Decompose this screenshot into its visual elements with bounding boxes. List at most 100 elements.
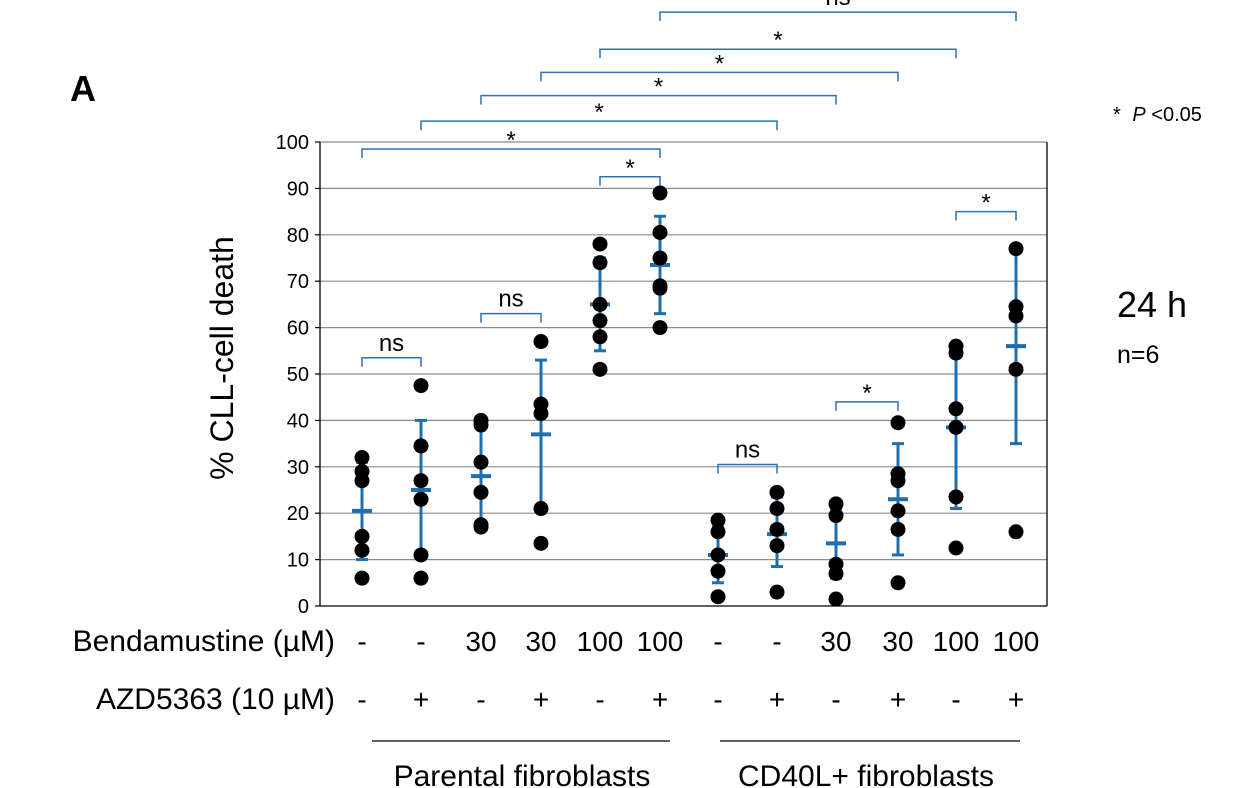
data-point <box>890 415 906 431</box>
gridlines <box>320 141 1047 561</box>
n-label: n=6 <box>1117 341 1159 369</box>
data-point <box>652 280 668 296</box>
data-point <box>652 320 668 336</box>
data-point <box>533 501 549 517</box>
bracket-label: ns <box>825 0 850 11</box>
bendamustine-row-label: Bendamustine (µM) <box>73 625 335 658</box>
significance-note: * P <0.05 <box>1113 104 1202 126</box>
y-tick-label: 0 <box>298 596 309 618</box>
data-point <box>652 185 668 201</box>
data-point <box>828 508 844 524</box>
y-tick-label: 90 <box>287 178 309 200</box>
data-point <box>533 334 549 350</box>
y-tick-label: 50 <box>287 364 309 386</box>
data-points <box>354 185 1024 607</box>
data-point <box>592 255 608 271</box>
bendamustine-value: 30 <box>465 626 496 657</box>
bracket-label: * <box>773 27 782 54</box>
bendamustine-value: 100 <box>933 626 980 657</box>
data-point <box>473 484 489 500</box>
data-point <box>1008 361 1024 377</box>
azd-value: + <box>533 684 549 715</box>
bracket <box>540 71 899 82</box>
data-point <box>533 405 549 421</box>
data-point <box>413 547 429 563</box>
bracket-label: * <box>594 99 603 126</box>
y-tick-label: 100 <box>276 132 309 154</box>
data-point <box>948 540 964 556</box>
bracket-label: * <box>625 155 634 182</box>
azd-row-label: AZD5363 (10 µM) <box>96 683 335 716</box>
data-point <box>592 361 608 377</box>
azd-value: + <box>890 684 906 715</box>
data-point <box>769 501 785 517</box>
y-tick-label: 20 <box>287 503 309 525</box>
data-point <box>354 570 370 586</box>
data-point <box>890 473 906 489</box>
data-point <box>354 528 370 544</box>
data-point <box>769 521 785 537</box>
y-axis: 0 10 20 30 40 50 60 70 80 90 100 <box>276 132 1048 618</box>
bracket <box>420 120 778 131</box>
data-point <box>413 491 429 507</box>
y-tick-label: 80 <box>287 225 309 247</box>
y-axis-title: % CLL-cell death <box>204 236 240 480</box>
bracket-label: ns <box>379 330 404 357</box>
azd-value: + <box>1008 684 1024 715</box>
data-point <box>948 489 964 505</box>
bendamustine-value: 100 <box>577 626 624 657</box>
bracket <box>361 148 661 158</box>
data-point <box>592 236 608 252</box>
data-point <box>890 575 906 591</box>
azd-value: + <box>769 684 785 715</box>
data-point <box>1008 308 1024 324</box>
bracket-label: * <box>715 50 724 77</box>
data-point <box>413 570 429 586</box>
data-point <box>473 417 489 433</box>
data-point <box>710 512 726 528</box>
data-point <box>1008 524 1024 540</box>
bracket <box>599 48 957 59</box>
significance-brackets: ns ns * ns * * * * * * * ns <box>361 0 1017 474</box>
data-point <box>354 473 370 489</box>
y-tick-label: 30 <box>287 457 309 479</box>
bendamustine-value: - <box>416 626 425 657</box>
time-label: 24 h <box>1117 284 1187 325</box>
bendamustine-value: 30 <box>525 626 556 657</box>
bracket-label: ns <box>735 436 760 463</box>
azd-value: - <box>831 684 840 715</box>
data-point <box>890 521 906 537</box>
bracket <box>659 11 1017 22</box>
bracket-label: * <box>654 74 663 101</box>
data-point <box>710 563 726 579</box>
bendamustine-value: 100 <box>637 626 684 657</box>
data-point <box>948 419 964 435</box>
condition-labels: ---+30-30+100-100+---+30-30+100-100+ <box>357 626 1039 715</box>
data-point <box>592 296 608 312</box>
data-point <box>948 401 964 417</box>
data-point <box>413 378 429 394</box>
data-point <box>413 438 429 454</box>
bendamustine-value: 100 <box>993 626 1040 657</box>
data-point <box>769 484 785 500</box>
azd-value: + <box>652 684 668 715</box>
azd-value: - <box>357 684 366 715</box>
data-point <box>828 566 844 582</box>
data-point <box>710 547 726 563</box>
data-point <box>473 454 489 470</box>
bracket <box>480 94 837 105</box>
azd-value: - <box>476 684 485 715</box>
azd-value: - <box>713 684 722 715</box>
significance-note-p: P <box>1132 104 1146 126</box>
azd-value: - <box>595 684 604 715</box>
data-point <box>533 535 549 551</box>
error-bars <box>352 214 1026 585</box>
bracket <box>599 176 661 186</box>
bendamustine-value: 30 <box>882 626 913 657</box>
bracket <box>717 463 778 474</box>
data-point <box>710 524 726 540</box>
bracket <box>361 357 422 367</box>
data-point <box>413 473 429 489</box>
data-point <box>1008 241 1024 257</box>
